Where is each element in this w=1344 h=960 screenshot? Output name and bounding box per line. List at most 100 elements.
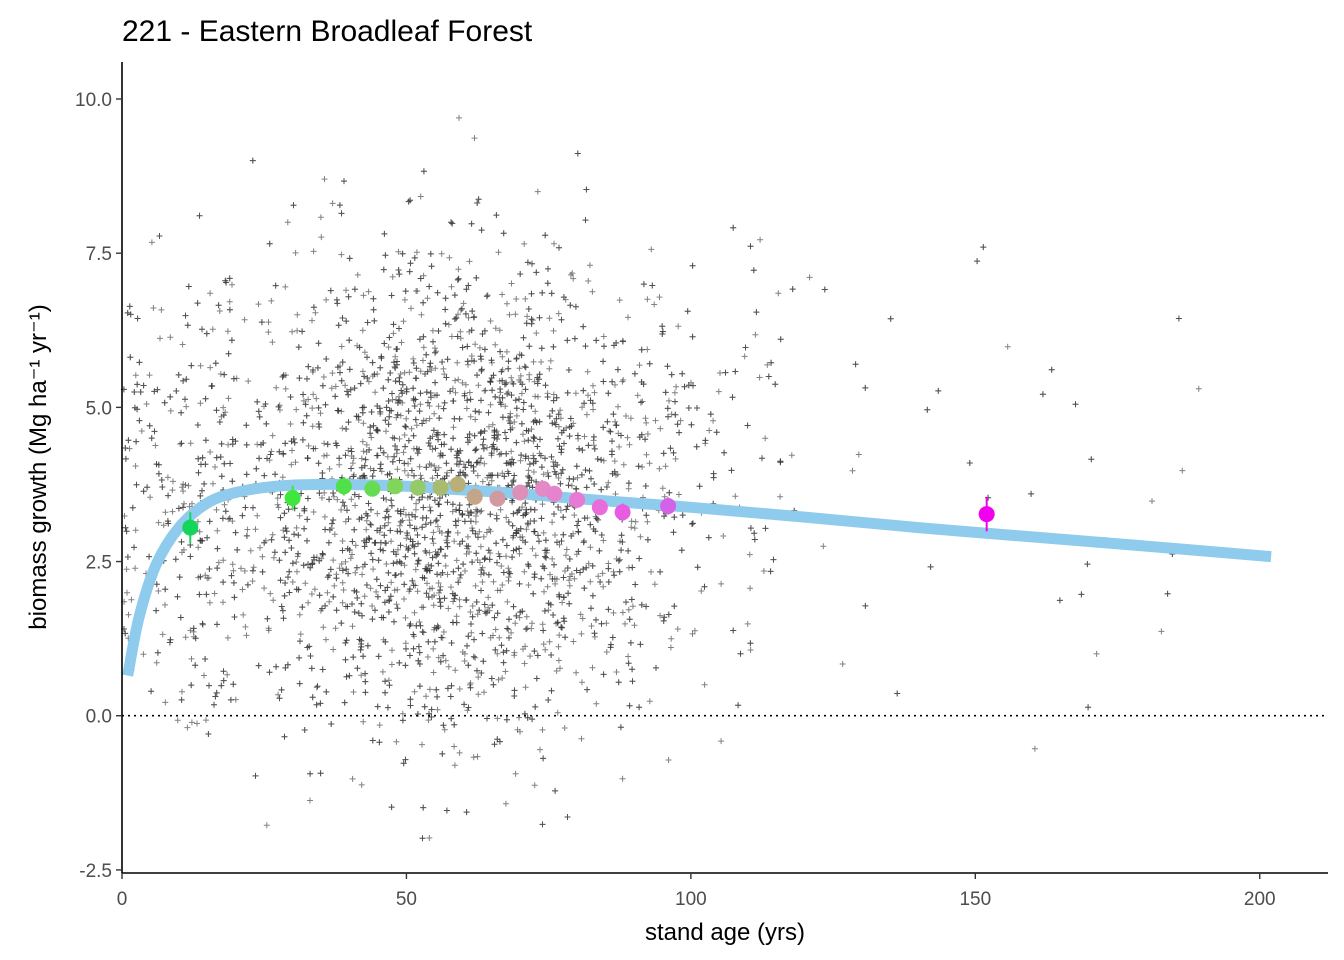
raw-point <box>342 518 349 525</box>
raw-point <box>489 602 496 609</box>
raw-point <box>353 564 360 571</box>
raw-point <box>644 346 651 353</box>
raw-point <box>589 562 596 569</box>
raw-point <box>464 707 471 714</box>
raw-point <box>470 754 477 761</box>
raw-point <box>631 525 638 532</box>
raw-point <box>430 427 437 434</box>
binned-mean-point <box>182 512 199 544</box>
raw-point <box>764 361 771 368</box>
raw-point <box>158 477 165 483</box>
raw-point <box>656 294 663 301</box>
raw-point <box>466 431 473 438</box>
raw-point <box>281 534 288 541</box>
raw-point <box>489 443 496 450</box>
raw-point <box>201 480 208 487</box>
raw-point <box>345 419 352 426</box>
raw-point <box>551 561 557 568</box>
raw-point <box>425 594 432 601</box>
raw-point <box>467 509 474 516</box>
raw-point <box>282 385 289 392</box>
raw-point <box>583 484 590 491</box>
raw-point <box>550 397 557 404</box>
raw-point <box>394 605 401 612</box>
raw-point <box>558 470 565 477</box>
raw-point <box>514 509 521 516</box>
raw-point <box>403 645 409 652</box>
raw-point <box>397 518 404 525</box>
raw-point <box>416 408 423 415</box>
raw-point <box>319 382 326 389</box>
raw-point <box>174 717 181 724</box>
raw-point <box>316 424 323 430</box>
raw-point <box>305 396 312 403</box>
raw-point <box>492 393 499 400</box>
raw-point <box>426 549 433 556</box>
raw-point <box>301 727 308 733</box>
raw-point <box>346 337 353 344</box>
raw-point <box>470 314 477 321</box>
raw-point <box>548 453 555 460</box>
raw-point <box>495 676 502 683</box>
raw-point <box>197 362 204 369</box>
raw-point <box>150 305 157 311</box>
raw-point <box>417 390 424 397</box>
raw-point <box>451 762 458 769</box>
raw-point <box>187 440 194 447</box>
raw-point <box>419 741 425 748</box>
raw-point <box>475 674 482 681</box>
raw-point <box>551 511 557 517</box>
raw-point <box>124 554 131 560</box>
raw-point <box>584 686 591 693</box>
raw-point <box>558 449 565 456</box>
raw-point <box>339 599 346 606</box>
raw-point <box>367 424 374 431</box>
raw-point <box>243 422 250 429</box>
raw-point <box>762 525 769 532</box>
y-tick-label: 0.0 <box>86 707 112 728</box>
y-ticks: -2.50.02.55.07.510.0 <box>75 90 122 882</box>
raw-point <box>122 630 129 637</box>
raw-point <box>428 562 435 569</box>
raw-point <box>591 481 598 487</box>
raw-point <box>454 333 461 340</box>
raw-point <box>701 681 708 688</box>
raw-point <box>395 397 402 404</box>
raw-point <box>439 452 446 459</box>
raw-point <box>587 521 594 528</box>
raw-point <box>416 661 423 667</box>
raw-point <box>270 597 277 604</box>
raw-point <box>406 268 413 275</box>
raw-point <box>414 450 421 457</box>
raw-point <box>177 441 184 447</box>
raw-point <box>461 518 468 525</box>
raw-point <box>550 612 557 618</box>
raw-point <box>451 415 458 422</box>
raw-point <box>596 547 603 554</box>
mean-marker <box>335 478 352 495</box>
raw-point <box>426 403 433 409</box>
raw-point <box>494 446 500 453</box>
raw-point <box>407 455 414 462</box>
raw-point <box>127 354 134 361</box>
raw-point <box>186 503 193 510</box>
mean-marker <box>546 485 563 502</box>
raw-point <box>534 188 541 195</box>
raw-point <box>593 700 600 707</box>
raw-point <box>600 358 607 365</box>
raw-point <box>456 749 463 756</box>
raw-point <box>153 659 160 666</box>
raw-point <box>335 407 342 414</box>
raw-point <box>506 634 512 641</box>
raw-point <box>138 428 145 434</box>
raw-point <box>218 473 225 480</box>
raw-point <box>403 424 409 430</box>
raw-point <box>333 575 340 582</box>
raw-point <box>345 447 352 454</box>
raw-point <box>643 512 650 519</box>
raw-point <box>495 550 502 557</box>
raw-point <box>440 405 447 412</box>
raw-point <box>525 306 532 312</box>
raw-point <box>286 537 293 544</box>
raw-point <box>436 415 443 422</box>
